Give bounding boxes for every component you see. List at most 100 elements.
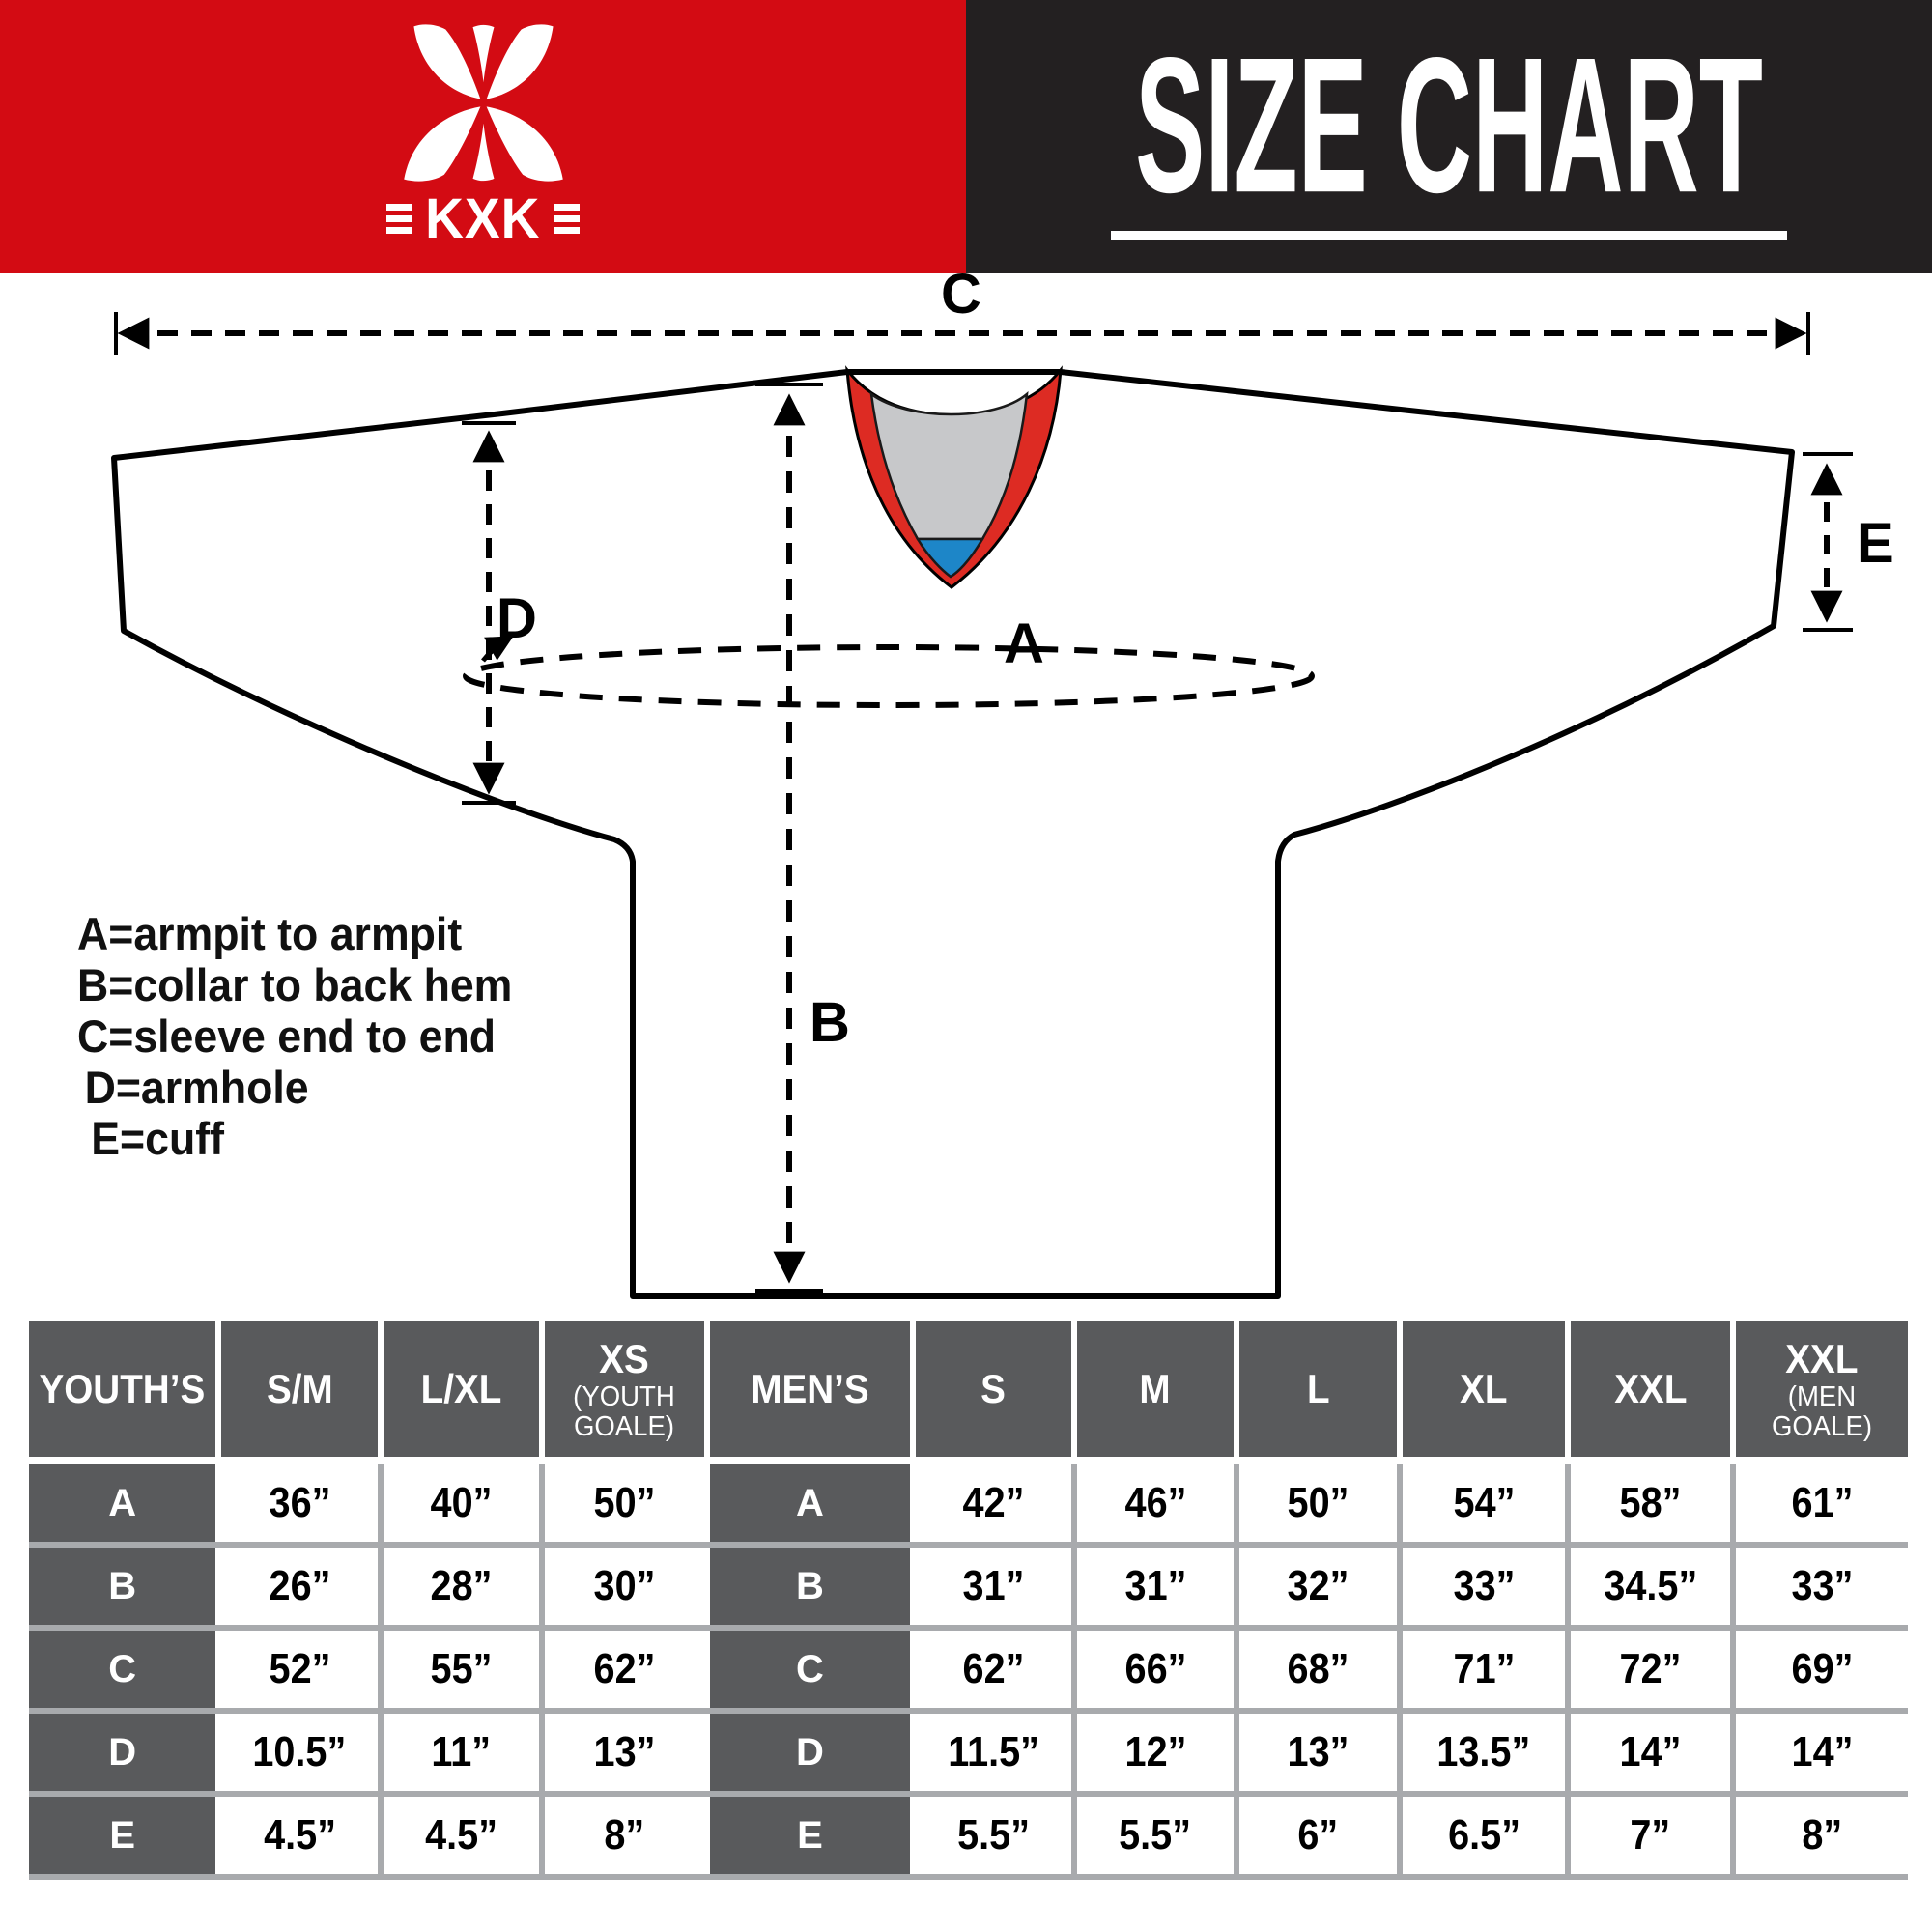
column-header-label: L/XL xyxy=(420,1366,502,1411)
collar-inner xyxy=(869,391,1029,541)
size-value: 33” xyxy=(1403,1548,1571,1625)
size-value-text: 50” xyxy=(593,1479,656,1526)
size-value-text: 52” xyxy=(269,1645,331,1692)
size-value: 4.5” xyxy=(384,1797,545,1874)
section-title: MEN’S xyxy=(710,1321,916,1457)
size-value-text: 36” xyxy=(269,1479,331,1526)
size-value: 72” xyxy=(1570,1631,1737,1708)
row-label: C xyxy=(710,1631,916,1708)
size-value-text: 42” xyxy=(962,1479,1025,1526)
measure-a-ellipse xyxy=(463,644,1315,708)
size-value-text: 26” xyxy=(269,1562,331,1609)
size-value: 6” xyxy=(1238,1797,1404,1874)
size-value: 31” xyxy=(915,1548,1078,1625)
size-value: 14” xyxy=(1736,1714,1908,1791)
size-value: 42” xyxy=(915,1464,1078,1542)
brand-header: KXK SIZE CHART xyxy=(0,0,1932,273)
measure-c-label: C xyxy=(941,273,981,326)
legend-line-d: D=armhole xyxy=(84,1062,309,1113)
column-header-label: XXL xyxy=(1614,1366,1688,1411)
table-row: D 10.5” 11” 13” D 11.5” 12” 13” 13.5” 14” 14” xyxy=(29,1714,1908,1791)
collar-insert xyxy=(915,537,985,579)
size-value: 31” xyxy=(1077,1548,1239,1625)
row-label-text: C xyxy=(108,1647,137,1690)
legend-line-a: A=armpit to armpit xyxy=(77,908,463,959)
row-label: E xyxy=(710,1797,916,1874)
size-value: 30” xyxy=(544,1548,711,1625)
size-value-text: 14” xyxy=(1791,1728,1854,1776)
size-value: 26” xyxy=(221,1548,384,1625)
size-value: 13” xyxy=(544,1714,711,1791)
size-value: 69” xyxy=(1736,1631,1908,1708)
row-label: E xyxy=(29,1797,222,1874)
size-value-text: 30” xyxy=(593,1562,656,1609)
size-value: 33” xyxy=(1736,1548,1908,1625)
row-label: A xyxy=(29,1464,222,1542)
brand-panel: KXK xyxy=(0,0,966,273)
measurement-legend: A=armpit to armpit B=collar to back hem … xyxy=(77,908,512,1164)
section-title: YOUTH’S xyxy=(29,1321,222,1457)
size-value-text: 62” xyxy=(962,1645,1025,1692)
column-header: S/M xyxy=(221,1321,384,1457)
size-value: 14” xyxy=(1570,1714,1737,1791)
legend-line-b: B=collar to back hem xyxy=(77,959,513,1010)
column-header-note: (MEN GOALE) xyxy=(1772,1381,1873,1442)
size-value: 50” xyxy=(544,1464,711,1542)
row-label-text: D xyxy=(108,1730,137,1774)
size-value: 5.5” xyxy=(1077,1797,1239,1874)
size-value: 71” xyxy=(1403,1631,1571,1708)
size-value: 32” xyxy=(1238,1548,1404,1625)
column-header: XL xyxy=(1403,1321,1571,1457)
size-value-text: 13.5” xyxy=(1436,1728,1531,1776)
size-value: 36” xyxy=(221,1464,384,1542)
size-value-text: 61” xyxy=(1791,1479,1854,1526)
jersey-diagram: C D B A E xyxy=(111,273,1894,1299)
size-value: 58” xyxy=(1570,1464,1737,1542)
size-value-text: 8” xyxy=(604,1811,645,1859)
legend-line-c: C=sleeve end to end xyxy=(77,1010,497,1062)
size-value-text: 11” xyxy=(431,1728,492,1776)
row-label: C xyxy=(29,1631,222,1708)
column-header-label: M xyxy=(1139,1366,1172,1411)
size-value: 4.5” xyxy=(221,1797,384,1874)
jersey-outline xyxy=(111,369,1795,1299)
left-bars-icon xyxy=(386,204,413,234)
size-value: 13” xyxy=(1238,1714,1404,1791)
row-label-text: C xyxy=(795,1647,824,1690)
row-label-text: B xyxy=(108,1564,137,1607)
size-value: 10.5” xyxy=(221,1714,384,1791)
column-header-label: S xyxy=(980,1366,1007,1411)
size-value-text: 28” xyxy=(430,1562,493,1609)
size-value-text: 54” xyxy=(1453,1479,1516,1526)
column-header: L/XL xyxy=(384,1321,545,1457)
size-value-text: 13” xyxy=(593,1728,656,1776)
size-value: 68” xyxy=(1238,1631,1404,1708)
size-value-text: 66” xyxy=(1124,1645,1186,1692)
size-value-text: 72” xyxy=(1619,1645,1682,1692)
size-value: 62” xyxy=(544,1631,711,1708)
column-header-label: S/M xyxy=(266,1366,333,1411)
size-value: 8” xyxy=(544,1797,711,1874)
size-value: 61” xyxy=(1736,1464,1908,1542)
row-divider xyxy=(29,1625,1908,1631)
size-value: 34.5” xyxy=(1570,1548,1737,1625)
size-value-text: 31” xyxy=(962,1562,1025,1609)
row-label: B xyxy=(29,1548,222,1625)
size-value-text: 40” xyxy=(430,1479,493,1526)
row-label-text: E xyxy=(109,1813,136,1857)
row-divider xyxy=(29,1542,1908,1548)
size-value-text: 11.5” xyxy=(948,1728,1039,1776)
row-label-text: B xyxy=(795,1564,824,1607)
section-title-label: YOUTH’S xyxy=(39,1366,206,1411)
size-value-text: 62” xyxy=(593,1645,656,1692)
size-value: 66” xyxy=(1077,1631,1239,1708)
size-value: 62” xyxy=(915,1631,1078,1708)
measure-a-label: A xyxy=(1004,612,1044,675)
table-row: YOUTH’S S/M L/XL XS (YOUTH GOALE) MEN’S S M L XL X… xyxy=(29,1321,1908,1457)
column-header-label: L xyxy=(1306,1366,1330,1411)
row-label: D xyxy=(710,1714,916,1791)
table-row: B 26” 28” 30” B 31” 31” 32” 33” 34.5” 33” xyxy=(29,1548,1908,1625)
table-row: A 36” 40” 50” A 42” 46” 50” 54” 58” 61” xyxy=(29,1464,1908,1542)
section-title-label: MEN’S xyxy=(751,1366,869,1411)
row-label-text: D xyxy=(795,1730,824,1774)
